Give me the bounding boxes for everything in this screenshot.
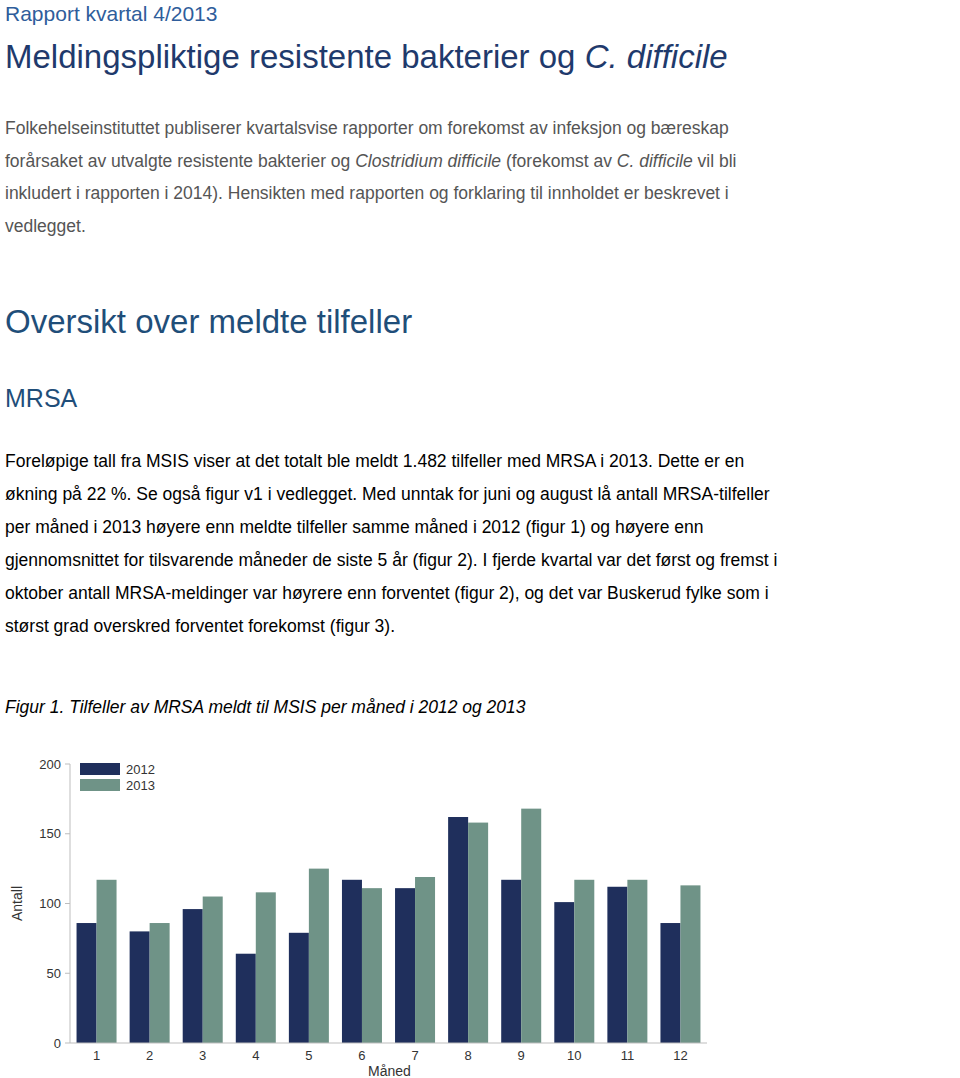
y-tick-label: 200 — [39, 757, 61, 772]
text-run: gjennomsnittet for tilsvarende måneder d… — [5, 550, 777, 570]
x-tick-label: 1 — [93, 1048, 100, 1063]
y-tick-label: 50 — [47, 966, 61, 981]
x-tick-label: 2 — [146, 1048, 153, 1063]
bar — [236, 954, 256, 1043]
legend-swatch — [80, 763, 120, 775]
x-axis-label: Måned — [368, 1063, 411, 1078]
intro: Folkehelseinstituttet publiserer kvartal… — [5, 112, 736, 242]
bar — [607, 887, 627, 1043]
x-tick-label: 10 — [567, 1048, 581, 1063]
bar — [574, 880, 594, 1043]
bar — [203, 897, 223, 1043]
y-tick — [65, 764, 70, 765]
text-run: oktober antall MRSA-meldinger var høyrer… — [5, 583, 769, 603]
x-tick-label: 11 — [621, 1048, 635, 1063]
text-line: Folkehelseinstituttet publiserer kvartal… — [5, 112, 736, 145]
text-run: vil bli — [693, 151, 737, 171]
bar — [680, 885, 700, 1043]
subheading: MRSA — [5, 384, 77, 413]
bar — [97, 880, 117, 1043]
text-line: gjennomsnittet for tilsvarende måneder d… — [5, 544, 777, 577]
x-tick-label: 9 — [518, 1048, 525, 1063]
bar — [415, 877, 435, 1043]
bars — [77, 809, 701, 1043]
text-run: forårsaket av utvalgte resistente bakter… — [5, 151, 355, 171]
bar — [362, 888, 382, 1043]
bar — [309, 869, 329, 1043]
y-tick-label: 0 — [54, 1036, 61, 1051]
y-tick — [65, 973, 70, 974]
bar — [468, 823, 488, 1043]
bar — [256, 892, 276, 1043]
x-tick-label: 4 — [252, 1048, 259, 1063]
text-run: per måned i 2013 høyere enn meldte tilfe… — [5, 517, 703, 537]
text-run: økning på 22 %. Se også figur v1 i vedle… — [5, 484, 770, 504]
bar — [183, 909, 203, 1043]
bar — [130, 931, 150, 1043]
text-line: vedlegget. — [5, 210, 736, 243]
text-line: per måned i 2013 høyere enn meldte tilfe… — [5, 511, 777, 544]
x-tick-label: 6 — [358, 1048, 365, 1063]
text-run: Clostridium difficile — [355, 151, 501, 171]
bar — [521, 809, 541, 1043]
text-run: (forekomst av — [501, 151, 617, 171]
y-axis-label: Antall — [9, 886, 25, 921]
x-tick-label: 3 — [199, 1048, 206, 1063]
x-tick-label: 7 — [411, 1048, 418, 1063]
y-tick — [65, 903, 70, 904]
x-axis — [70, 1043, 707, 1044]
bar — [627, 880, 647, 1043]
text-line: forårsaket av utvalgte resistente bakter… — [5, 145, 736, 178]
text-run: Foreløpige tall fra MSIS viser at det to… — [5, 451, 744, 471]
text-run: vedlegget. — [5, 216, 86, 236]
title: Meldingspliktige resistente bakterier og… — [5, 38, 728, 76]
caption: Figur 1. Tilfeller av MRSA meldt til MSI… — [5, 697, 526, 718]
bar — [501, 880, 521, 1043]
y-tick — [65, 833, 70, 834]
legend-label: 2013 — [126, 778, 155, 793]
bar — [77, 923, 97, 1043]
text-line: oktober antall MRSA-meldinger var høyrer… — [5, 577, 777, 610]
y-tick-label: 100 — [39, 896, 61, 911]
text-line: Foreløpige tall fra MSIS viser at det to… — [5, 445, 777, 478]
bar — [448, 817, 468, 1043]
bar — [150, 923, 170, 1043]
bar — [342, 880, 362, 1043]
text-line: størst grad overskred forventet forekoms… — [5, 610, 777, 643]
text-run: C. difficile — [585, 38, 728, 75]
x-tick-label: 12 — [673, 1048, 687, 1063]
bar — [660, 923, 680, 1043]
text-run: inkludert i rapporten i 2014). Hensikten… — [5, 183, 729, 203]
report-label: Rapport kvartal 4/2013 — [5, 2, 217, 26]
paragraph: Foreløpige tall fra MSIS viser at det to… — [5, 445, 777, 643]
chart: 050100150200123456789101112MånedAntall20… — [0, 740, 960, 1078]
x-tick-label: 8 — [465, 1048, 472, 1063]
text-run: Meldingspliktige resistente bakterier og — [5, 38, 585, 75]
text-run: C. difficile — [617, 151, 693, 171]
bar — [289, 933, 309, 1043]
y-tick — [65, 1043, 70, 1044]
x-tick-label: 5 — [305, 1048, 312, 1063]
bar — [395, 888, 415, 1043]
y-tick-label: 150 — [39, 826, 61, 841]
bar — [554, 902, 574, 1043]
heading: Oversikt over meldte tilfeller — [5, 303, 412, 341]
text-run: størst grad overskred forventet forekoms… — [5, 616, 395, 636]
text-run: Folkehelseinstituttet publiserer kvartal… — [5, 118, 729, 138]
legend-label: 2012 — [126, 762, 155, 777]
text-line: inkludert i rapporten i 2014). Hensikten… — [5, 177, 736, 210]
legend-swatch — [80, 779, 120, 791]
text-line: økning på 22 %. Se også figur v1 i vedle… — [5, 478, 777, 511]
